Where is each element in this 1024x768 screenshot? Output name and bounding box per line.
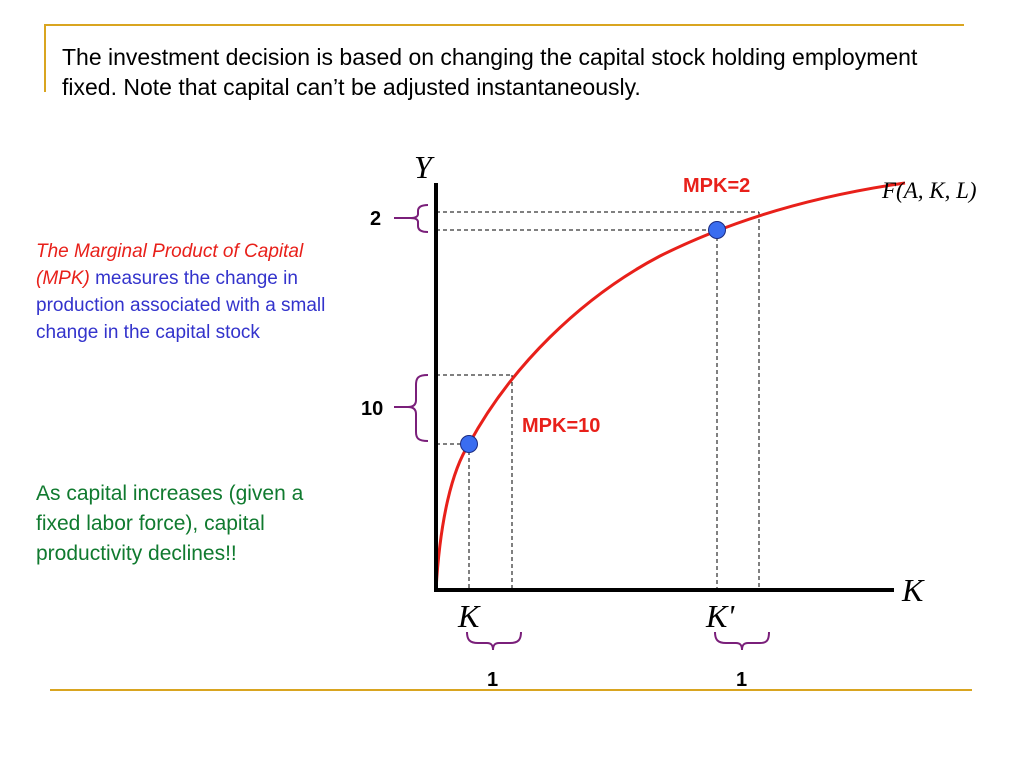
frame-left-line	[44, 24, 46, 92]
dashed-guides	[436, 211, 760, 590]
brace-delta-y-low	[394, 204, 429, 233]
delta-k-right-label: 1	[736, 669, 747, 691]
curve-label: F(A, K, L)	[881, 178, 977, 203]
brace-delta-y-high	[394, 374, 429, 442]
point-k	[460, 435, 478, 453]
brace-delta-k-right	[714, 631, 770, 651]
kprime-label: K'	[705, 598, 735, 634]
delta-y-10-label: 10	[361, 398, 383, 420]
mpk-definition-text: measures the change in production associ…	[36, 268, 326, 343]
x-axis-label: K	[901, 572, 925, 608]
conclusion-text: As capital increases (given a fixed labo…	[36, 482, 304, 565]
k-label: K	[457, 598, 481, 634]
production-curve	[434, 181, 906, 591]
delta-k-left-label: 1	[487, 669, 498, 691]
mpk-definition: The Marginal Product of Capital (MPK) me…	[36, 238, 336, 346]
brace-delta-k-left	[466, 631, 522, 651]
mpk-2-label: MPK=2	[683, 175, 750, 197]
point-kprime	[708, 221, 726, 239]
frame-bottom-line	[50, 689, 972, 691]
y-axis-label: Y	[414, 149, 435, 185]
frame-top-line	[44, 24, 964, 26]
mpk-definition-term: The Marginal Product of Capital (MPK)	[36, 241, 304, 289]
mpk-10-label: MPK=10	[522, 415, 600, 437]
delta-y-2-label: 2	[370, 208, 381, 230]
slide-title: The investment decision is based on chan…	[62, 44, 918, 100]
